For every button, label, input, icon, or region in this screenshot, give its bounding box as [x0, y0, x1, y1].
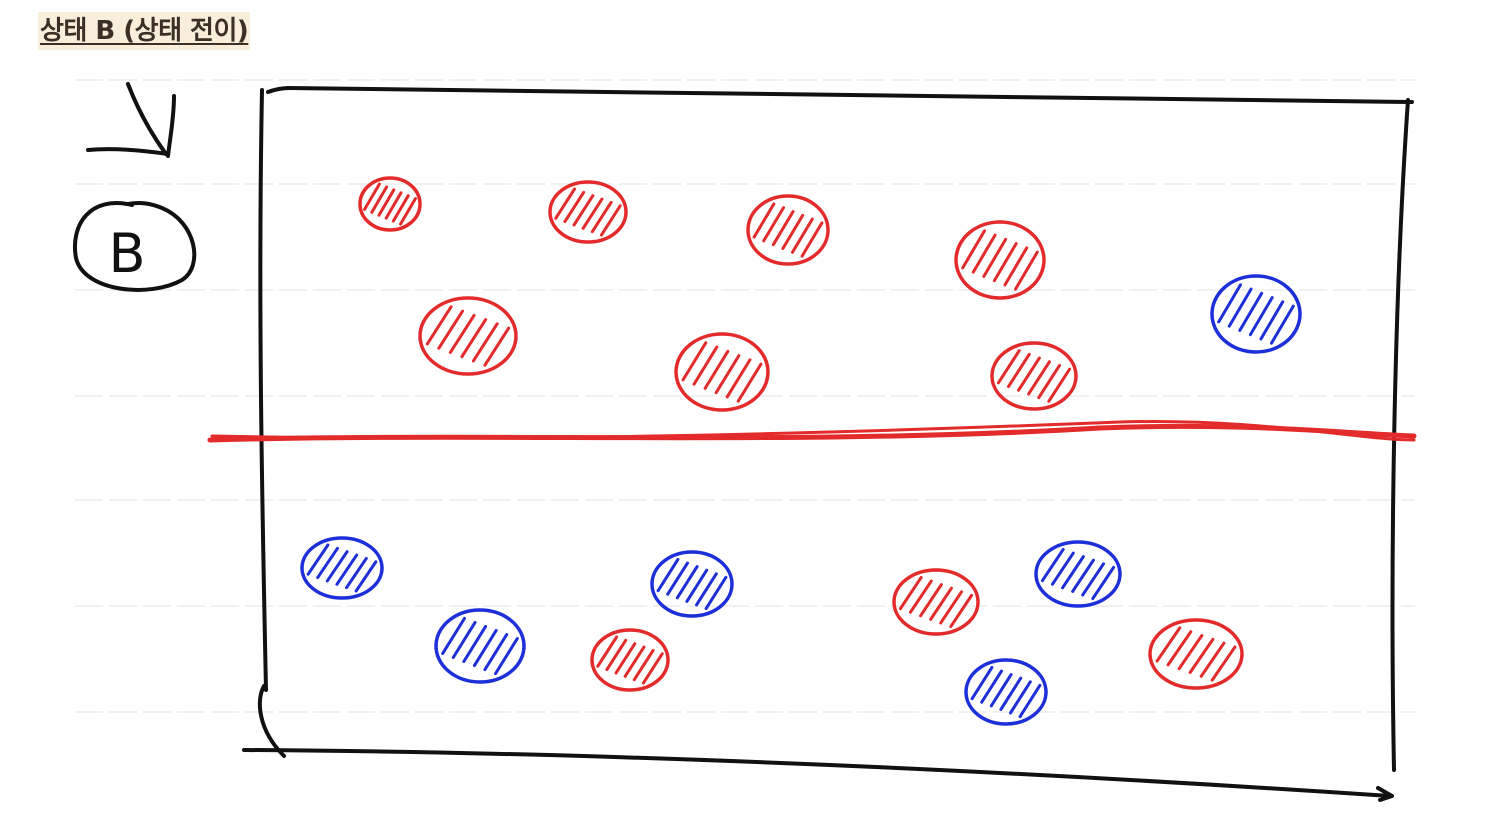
lower-blue-particle	[964, 658, 1048, 726]
upper-red-particle	[548, 180, 628, 244]
upper-red-particle	[990, 341, 1078, 411]
upper-red-particle	[674, 332, 770, 412]
container-box	[242, 86, 1414, 802]
upper-red-particle	[954, 220, 1046, 300]
state-b-label: B	[73, 201, 197, 292]
upper-red-particle	[746, 194, 830, 266]
lower-red-particle	[892, 568, 980, 636]
state-letter: B	[108, 222, 145, 285]
lower-blue-particle	[1034, 540, 1122, 608]
upper-blue-particle	[1210, 274, 1302, 354]
transition-arrow-icon	[86, 82, 176, 158]
lower-red-particle	[590, 628, 670, 692]
page-heading: 상태 B (상태 전이)	[38, 12, 251, 50]
particles	[300, 176, 1302, 726]
upper-red-particle	[358, 176, 422, 232]
divider-line	[207, 420, 1417, 443]
ruled-lines	[75, 79, 1415, 713]
lower-red-particle	[1148, 618, 1244, 690]
upper-red-particle	[418, 296, 518, 376]
lower-blue-particle	[650, 550, 734, 618]
lower-blue-particle	[300, 536, 384, 600]
lower-blue-particle	[434, 608, 526, 684]
